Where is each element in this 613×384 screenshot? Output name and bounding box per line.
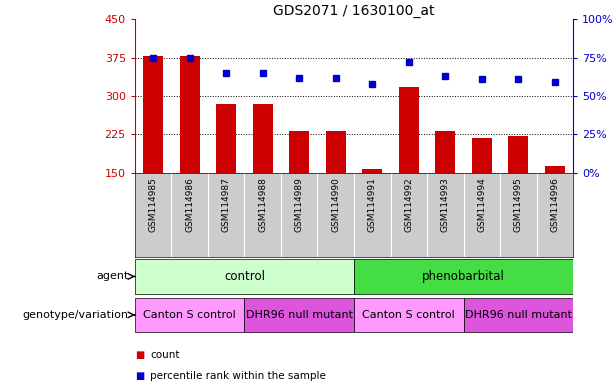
Bar	[398, 87, 419, 173]
Text: GSM114986: GSM114986	[185, 177, 194, 232]
Text: GSM114995: GSM114995	[514, 177, 523, 232]
Text: GSM114996: GSM114996	[550, 177, 560, 232]
Bar	[508, 136, 528, 173]
Text: count: count	[150, 350, 180, 360]
Text: GSM114988: GSM114988	[258, 177, 267, 232]
Text: ■: ■	[135, 350, 144, 360]
Text: DHR96 null mutant: DHR96 null mutant	[465, 310, 572, 320]
Bar	[289, 131, 310, 173]
Bar	[354, 298, 463, 332]
Text: agent: agent	[96, 271, 129, 281]
Bar	[216, 104, 236, 173]
Bar	[463, 298, 573, 332]
Bar	[326, 131, 346, 173]
Text: GSM114990: GSM114990	[331, 177, 340, 232]
Text: Canton S control: Canton S control	[143, 310, 236, 320]
Title: GDS2071 / 1630100_at: GDS2071 / 1630100_at	[273, 4, 435, 18]
Text: GSM114992: GSM114992	[405, 177, 413, 232]
Text: GSM114993: GSM114993	[441, 177, 450, 232]
Bar	[545, 166, 565, 173]
Bar	[472, 138, 492, 173]
Text: GSM114985: GSM114985	[148, 177, 158, 232]
Text: GSM114991: GSM114991	[368, 177, 377, 232]
Bar	[362, 169, 383, 173]
Text: GSM114987: GSM114987	[222, 177, 230, 232]
Bar	[354, 259, 573, 294]
Bar	[435, 131, 455, 173]
Bar	[180, 56, 200, 173]
Text: GSM114989: GSM114989	[295, 177, 303, 232]
Text: genotype/variation: genotype/variation	[23, 310, 129, 320]
Bar	[135, 298, 245, 332]
Text: DHR96 null mutant: DHR96 null mutant	[246, 310, 352, 320]
Text: Canton S control: Canton S control	[362, 310, 455, 320]
Text: percentile rank within the sample: percentile rank within the sample	[150, 371, 326, 381]
Bar	[253, 104, 273, 173]
Bar	[135, 259, 354, 294]
Bar	[245, 298, 354, 332]
Bar	[143, 56, 163, 173]
Text: ■: ■	[135, 371, 144, 381]
Text: GSM114994: GSM114994	[478, 177, 486, 232]
Text: control: control	[224, 270, 265, 283]
Text: phenobarbital: phenobarbital	[422, 270, 505, 283]
